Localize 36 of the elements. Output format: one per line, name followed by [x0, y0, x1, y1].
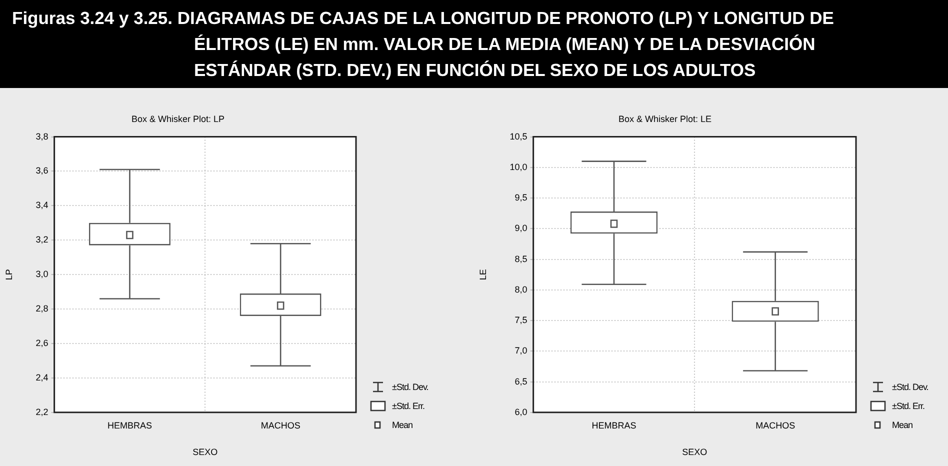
text: Mean [892, 420, 913, 430]
x-tick-label: MACHOS [756, 420, 796, 430]
x-tick-label: HEMBRAS [107, 420, 152, 430]
y-tick-label: 3,6 [36, 166, 48, 176]
y-tick-label: 10,5 [510, 131, 528, 142]
y-tick-label: 3,4 [36, 200, 48, 210]
y-tick-label: 2,4 [36, 372, 48, 382]
x-axis-title: SEXO [682, 447, 708, 458]
text: ±Std. Dev. [392, 382, 428, 392]
text: ±Std. Err. [392, 400, 424, 410]
y-axis-title: LP [4, 269, 14, 280]
text: Mean [392, 420, 413, 430]
y-tick-label: 2,8 [36, 304, 48, 314]
x-tick-label: MACHOS [260, 420, 300, 430]
text: Figuras 3.24 y 3.25. DIAGRAMAS DE CAJAS DE LA LONGITUD DE PRONOTO (LP) Y LONGITUD DE ÉLITROS (LE) EN mm. VALOR DE LA MEDIA (MEAN) Y DE LA DESVIACIÓN ESTÁNDAR (STD. DEV.) EN FUNCIÓN DEL SEXO DE LOS ADULTOS [12, 7, 835, 82]
y-tick-label: 6,0 [514, 406, 528, 417]
y-tick-label: 7,0 [514, 346, 528, 356]
y-tick-label: 10,0 [510, 162, 528, 172]
y-tick-label: 8,0 [514, 284, 528, 294]
y-tick-label: 6,5 [514, 376, 528, 386]
y-tick-label: 3,0 [36, 269, 48, 280]
x-axis-title: SEXO [192, 447, 218, 458]
y-tick-label: 8,5 [514, 254, 528, 264]
y-tick-label: 9,0 [514, 223, 528, 234]
y-tick-label: 2,6 [36, 338, 48, 348]
y-tick-label: 3,8 [36, 131, 48, 142]
chart-title: Box & Whisker Plot: LE [618, 114, 712, 124]
chart-title: Box & Whisker Plot: LP [131, 114, 225, 124]
text: ±Std. Err. [892, 400, 924, 410]
y-tick-label: 3,2 [36, 234, 48, 245]
text: ±Std. Dev. [892, 382, 928, 392]
y-tick-label: 7,5 [514, 315, 528, 326]
y-tick-label: 9,5 [514, 192, 528, 203]
y-axis-title: LE [478, 269, 488, 280]
x-tick-label: HEMBRAS [592, 420, 636, 430]
y-tick-label: 2,2 [36, 406, 48, 417]
